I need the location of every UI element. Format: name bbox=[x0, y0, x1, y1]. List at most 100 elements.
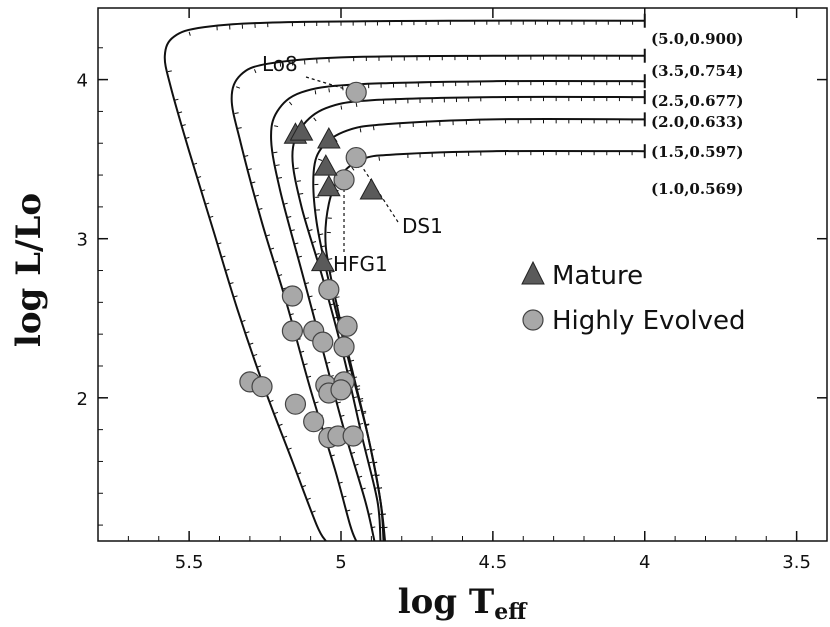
track-timestep-tick bbox=[318, 158, 323, 161]
track-timestep-tick bbox=[356, 409, 361, 412]
track-timestep-tick bbox=[300, 350, 305, 353]
x-tick-label: 5 bbox=[335, 552, 346, 573]
y-tick-label: 4 bbox=[77, 71, 88, 92]
track-timestep-tick bbox=[273, 411, 279, 415]
track-timestep-tick bbox=[368, 513, 373, 515]
track-timestep-tick bbox=[257, 365, 262, 368]
x-tick-label: 5.5 bbox=[175, 552, 204, 573]
track-timestep-tick bbox=[342, 495, 347, 498]
track-timestep-tick bbox=[296, 180, 301, 182]
highly-evolved-point bbox=[333, 169, 355, 191]
track-label: (2.0,0.633) bbox=[651, 113, 743, 131]
track-timestep-tick bbox=[330, 454, 335, 457]
track-timestep-tick bbox=[373, 461, 378, 464]
highly-evolved-point bbox=[284, 393, 307, 415]
track-timestep-tick bbox=[330, 270, 335, 273]
highly-evolved-point bbox=[330, 379, 352, 401]
legend-triangle-icon bbox=[521, 260, 545, 285]
highly-evolved-point bbox=[318, 279, 340, 301]
track-timestep-tick bbox=[377, 487, 383, 489]
track-timestep-tick bbox=[315, 252, 320, 256]
track-timestep-tick bbox=[275, 164, 280, 167]
track-timestep-tick bbox=[221, 255, 226, 258]
track-timestep-tick bbox=[258, 208, 263, 211]
track-timestep-tick bbox=[297, 255, 302, 258]
track-timestep-tick bbox=[251, 181, 256, 184]
mature-point bbox=[289, 119, 314, 141]
y-tick-label: 3 bbox=[77, 230, 88, 251]
track-line bbox=[163, 19, 645, 542]
highly-evolved-point bbox=[342, 425, 364, 447]
track-timestep-tick bbox=[371, 526, 376, 529]
track-timestep-tick bbox=[306, 497, 311, 501]
track-timestep-tick bbox=[236, 86, 241, 89]
track-timestep-tick bbox=[349, 359, 355, 362]
track-timestep-tick bbox=[372, 126, 375, 131]
track-timestep-tick bbox=[294, 242, 299, 245]
track-timestep-tick bbox=[359, 128, 362, 133]
track-timestep-tick bbox=[253, 69, 257, 74]
highly-evolved-point bbox=[251, 376, 273, 398]
track-timestep-tick bbox=[314, 401, 319, 404]
track-timestep-tick bbox=[340, 414, 345, 417]
track-timestep-tick bbox=[361, 487, 366, 490]
track-timestep-tick bbox=[299, 192, 304, 195]
highly-evolved-point bbox=[281, 285, 303, 307]
x-axis-title: log Teff bbox=[398, 582, 529, 625]
plot-frame bbox=[97, 7, 828, 542]
highly-evolved-point bbox=[345, 81, 367, 103]
track-label: (3.5,0.754) bbox=[651, 62, 743, 80]
track-timestep-tick bbox=[303, 363, 308, 366]
track-timestep-tick bbox=[358, 475, 363, 478]
track-timestep-tick bbox=[329, 303, 334, 306]
track-timestep-tick bbox=[185, 136, 190, 139]
track-timestep-tick bbox=[181, 124, 186, 127]
track-line bbox=[230, 54, 645, 542]
track-timestep-tick bbox=[174, 98, 179, 101]
track-timestep-tick bbox=[356, 385, 361, 388]
track-timestep-tick bbox=[294, 167, 299, 170]
y-tick-label: 2 bbox=[77, 389, 88, 410]
track-timestep-tick bbox=[368, 461, 373, 464]
track-timestep-tick bbox=[241, 319, 246, 323]
track-timestep-tick bbox=[350, 451, 356, 454]
track-timestep-tick bbox=[233, 295, 238, 298]
track-timestep-tick bbox=[351, 166, 355, 171]
track-timestep-tick bbox=[283, 202, 288, 205]
track-label: (5.0,0.900) bbox=[651, 30, 743, 48]
x-tick-label: 4.5 bbox=[479, 552, 508, 573]
track-timestep-tick bbox=[312, 308, 317, 311]
track-timestep-tick bbox=[301, 485, 307, 488]
track-timestep-tick bbox=[378, 156, 381, 161]
track-timestep-tick bbox=[278, 274, 283, 277]
track-timestep-tick bbox=[188, 31, 191, 36]
track-timestep-tick bbox=[353, 396, 358, 399]
track-timestep-tick bbox=[336, 401, 341, 404]
track-timestep-tick bbox=[313, 117, 317, 122]
track-timestep-tick bbox=[308, 295, 313, 298]
x-tick-label: 4 bbox=[639, 552, 650, 573]
track-timestep-tick bbox=[287, 447, 292, 450]
track-timestep-tick bbox=[287, 215, 292, 218]
track-timestep-tick bbox=[205, 202, 210, 205]
track-timestep-tick bbox=[249, 342, 254, 345]
track-timestep-tick bbox=[308, 229, 313, 232]
track-timestep-tick bbox=[365, 448, 370, 451]
track-timestep-tick bbox=[362, 410, 367, 413]
highly-evolved-point bbox=[312, 331, 334, 353]
legend-circle-icon bbox=[522, 309, 544, 331]
track-timestep-tick bbox=[245, 331, 250, 334]
mature-point bbox=[310, 249, 335, 272]
annotation-label: DS1 bbox=[402, 214, 443, 238]
track-timestep-tick bbox=[193, 162, 198, 165]
track-timestep-tick bbox=[355, 102, 358, 107]
track-timestep-tick bbox=[307, 375, 312, 378]
mature-point bbox=[317, 174, 341, 197]
legend-label-mature: Mature bbox=[552, 261, 643, 291]
track-timestep-tick bbox=[253, 353, 258, 357]
track-timestep-tick bbox=[370, 449, 375, 451]
track-timestep-tick bbox=[328, 88, 330, 93]
track-timestep-tick bbox=[273, 151, 278, 154]
track-timestep-tick bbox=[269, 399, 274, 403]
track-timestep-tick bbox=[274, 125, 279, 128]
